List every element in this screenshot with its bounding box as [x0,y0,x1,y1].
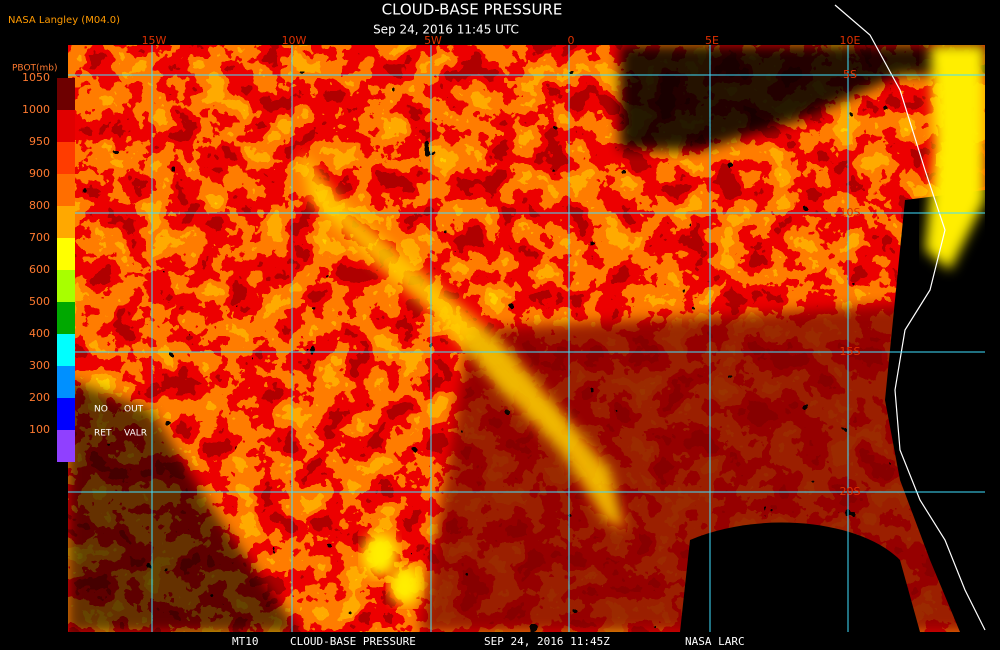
legend-note: VALR [124,429,147,439]
latitude-label: 5S [843,68,857,81]
footer-title: CLOUD-BASE PRESSURE [290,635,416,648]
latitude-label: 10S [840,206,861,219]
latitude-label: 15S [840,345,861,358]
legend-level: 400 [29,327,50,340]
footer-source: NASA LARC [685,635,745,648]
agency-label: NASA Langley (M04.0) [8,15,120,26]
clear-region [620,45,985,150]
legend-unit: PBOT(mb) [12,64,58,74]
legend-swatch [57,110,75,142]
longitude-label: 0 [568,34,575,47]
grid: 15W 10W 5W 0 5E 10E 5S 10S 15S 20S [68,34,985,632]
legend-level: 600 [29,263,50,276]
land-region [885,190,985,632]
cloud-cell [362,533,398,577]
legend-swatch [57,270,75,302]
footer-timestamp: SEP 24, 2016 11:45Z [484,635,610,648]
legend-swatch [57,78,75,110]
legend-note: NO [94,405,108,415]
legend-swatch [57,206,75,238]
legend-level: 950 [29,135,50,148]
longitude-label: 15W [142,34,167,47]
legend: 1050 1000 950 900 800 700 600 500 400 300 200 100 NO… [22,71,147,462]
clear-region [68,380,300,632]
timestamp: Sep 24, 2016 11:45 UTC [373,23,519,37]
legend-swatch [57,334,75,366]
cloud-cell [389,565,421,605]
legend-level: 700 [29,231,50,244]
clear-region [680,522,920,632]
legend-swatch [57,366,75,398]
legend-note: RET [94,429,112,439]
legend-level: 100 [29,423,50,436]
legend-swatch [57,430,75,462]
legend-level: 1050 [22,71,50,84]
legend-swatch [57,174,75,206]
longitude-label: 10E [840,34,861,47]
legend-note: OUT [124,405,144,415]
longitude-label: 10W [282,34,307,47]
legend-swatch [57,302,75,334]
legend-level: 1000 [22,103,50,116]
cloud-streak [300,150,625,530]
legend-swatch [57,398,75,430]
legend-level: 800 [29,199,50,212]
legend-level: 200 [29,391,50,404]
legend-level: 300 [29,359,50,372]
footer-product: MT10 [232,635,259,648]
legend-swatch [57,142,75,174]
latitude-label: 20S [840,485,861,498]
map-imagery [68,45,985,632]
legend-level: 500 [29,295,50,308]
longitude-label: 5W [424,34,442,47]
title: CLOUD-BASE PRESSURE [382,1,563,19]
legend-level: 900 [29,167,50,180]
footer: MT10 CLOUD-BASE PRESSURE SEP 24, 2016 11:4… [232,635,745,648]
legend-swatch [57,238,75,270]
longitude-label: 5E [705,34,719,47]
coastline [834,4,986,631]
